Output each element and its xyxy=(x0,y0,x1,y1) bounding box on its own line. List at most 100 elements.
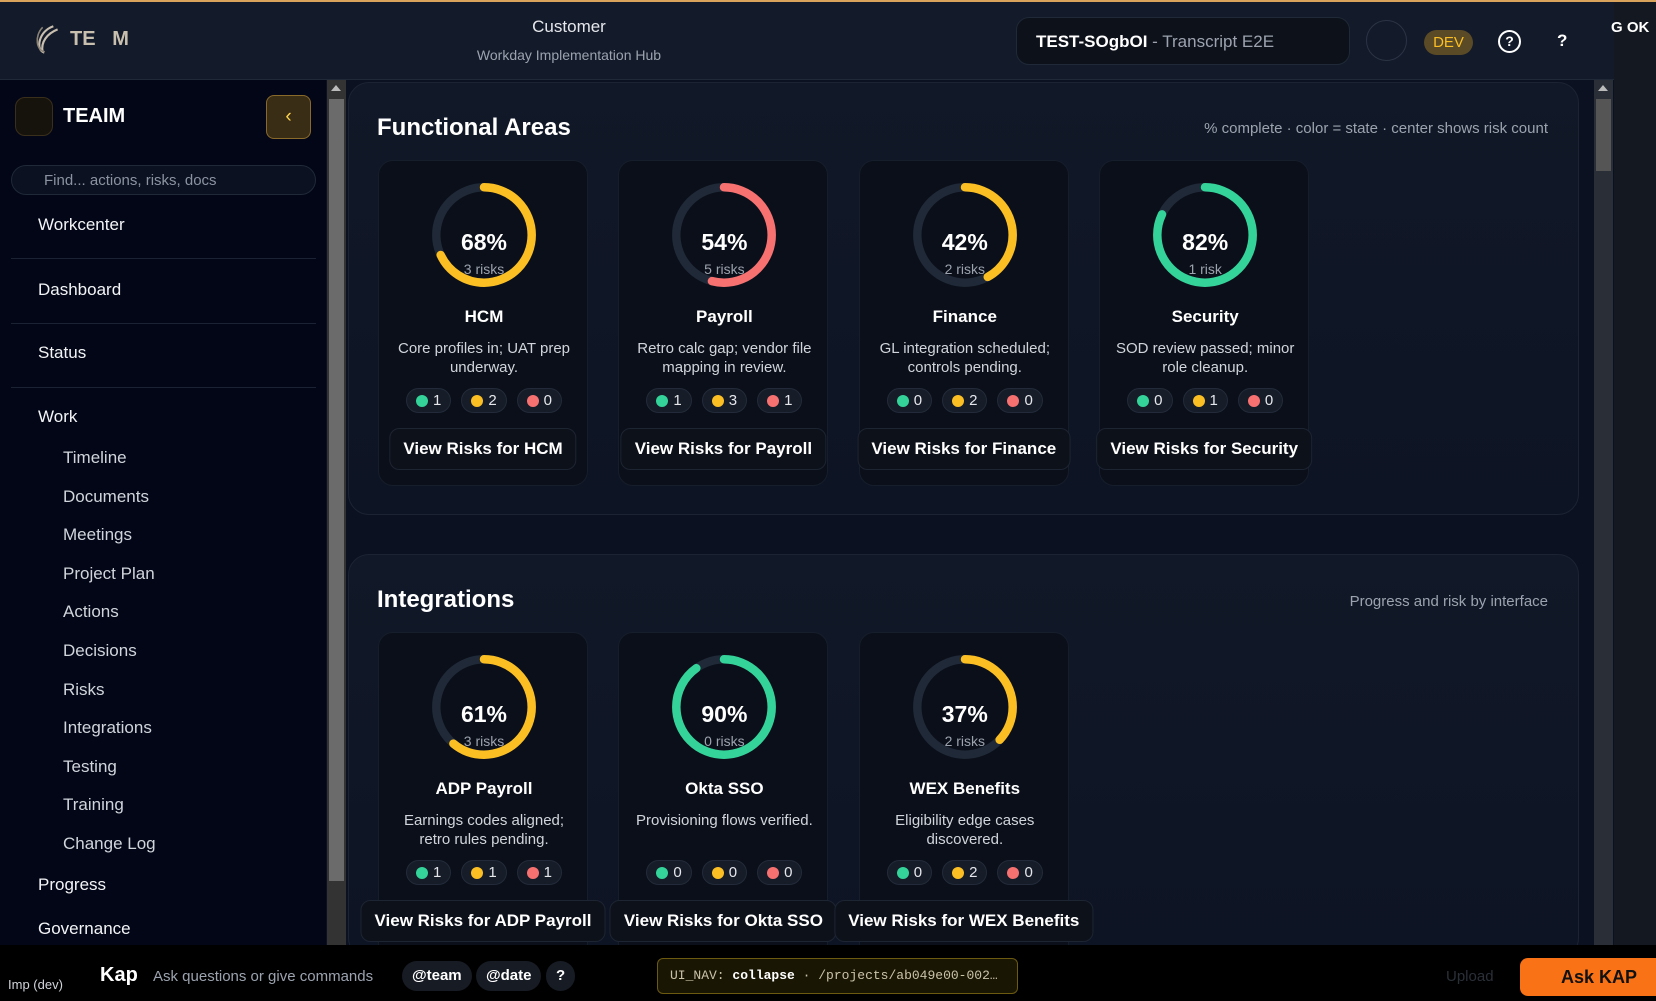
user-avatar[interactable] xyxy=(1366,20,1407,61)
main-scrollbar[interactable] xyxy=(1594,80,1613,945)
scroll-up-arrow-icon[interactable] xyxy=(1598,85,1608,91)
view-risks-button[interactable]: View Risks for HCM xyxy=(389,428,577,470)
green-dot-icon xyxy=(415,866,428,879)
integrations-panel: Integrations Progress and risk by interf… xyxy=(348,554,1579,959)
green-count: 0 xyxy=(913,392,923,409)
area-card: 82% 1 risk Security SOD review passed; m… xyxy=(1096,160,1313,486)
percent-complete: 82% xyxy=(1182,229,1229,255)
sidebar-item-work[interactable]: Work xyxy=(38,407,78,426)
progress-ring xyxy=(912,655,1017,759)
ask-kap-button[interactable]: Ask KAP xyxy=(1520,958,1656,996)
area-card: 37% 2 risks WEX Benefits Eligibility edg… xyxy=(834,632,1094,958)
red-count-pill: 0 xyxy=(516,388,563,413)
percent-complete: 68% xyxy=(460,229,508,255)
sidebar-item-workcenter[interactable]: Workcenter xyxy=(38,215,125,234)
collapse-sidebar-button[interactable]: ‹ xyxy=(266,95,311,139)
divider xyxy=(11,387,316,388)
area-card: 68% 3 risks HCM Core profiles in; UAT pr… xyxy=(378,160,588,486)
sidebar-item-progress[interactable]: Progress xyxy=(38,875,107,894)
green-count: 0 xyxy=(1154,392,1163,409)
sidebar-item-training[interactable]: Training xyxy=(63,795,124,815)
sidebar-item-documents[interactable]: Documents xyxy=(63,486,149,506)
sidebar-item-status[interactable]: Status xyxy=(38,343,87,362)
green-count-pill: 1 xyxy=(405,860,452,885)
question-icon[interactable]: ? xyxy=(1557,31,1568,50)
yellow-count-pill: 2 xyxy=(461,388,507,413)
sidebar-scrollbar[interactable] xyxy=(327,80,346,945)
yellow-count-pill: 1 xyxy=(1182,388,1228,413)
yellow-dot-icon xyxy=(711,866,724,879)
area-card: 90% 0 risks Okta SSO Provisioning flows … xyxy=(609,632,837,958)
sidebar-item-testing[interactable]: Testing xyxy=(63,756,117,776)
workspace-avatar xyxy=(15,97,53,136)
yellow-count: 0 xyxy=(728,864,738,881)
green-count-pill: 0 xyxy=(886,860,933,885)
percent-complete: 37% xyxy=(941,701,988,727)
section-title: Functional Areas xyxy=(377,114,571,141)
area-name: Payroll xyxy=(696,307,753,326)
scrollbar-thumb[interactable] xyxy=(1596,99,1611,171)
yellow-count: 2 xyxy=(969,392,978,409)
sidebar-item-actions[interactable]: Actions xyxy=(63,602,119,622)
section-title: Integrations xyxy=(377,586,515,613)
yellow-count-pill: 2 xyxy=(942,388,988,413)
sidebar-item-integrations[interactable]: Integrations xyxy=(63,718,152,738)
area-card: 61% 3 risks ADP Payroll Earnings codes a… xyxy=(360,632,606,958)
view-risks-button[interactable]: View Risks for Finance xyxy=(857,428,1071,470)
green-count: 0 xyxy=(913,864,923,881)
percent-complete: 42% xyxy=(941,229,988,255)
green-dot-icon xyxy=(896,394,909,407)
sidebar-item-decisions[interactable]: Decisions xyxy=(63,641,137,660)
help-chip[interactable]: ? xyxy=(546,961,576,991)
area-description: Retro calc gap; vendor file mapping in r… xyxy=(637,340,812,376)
view-risks-button[interactable]: View Risks for ADP Payroll xyxy=(360,900,606,942)
sidebar-item-timeline[interactable]: Timeline xyxy=(63,448,127,467)
green-count: 1 xyxy=(673,392,682,409)
command-input[interactable]: Ask questions or give commands xyxy=(153,968,374,985)
nav-path: · /projects/ab049e00-002… xyxy=(802,968,998,983)
area-name: WEX Benefits xyxy=(909,779,1021,798)
red-dot-icon xyxy=(767,866,780,879)
ring-progress xyxy=(432,655,536,759)
sidebar-item-project-plan[interactable]: Project Plan xyxy=(63,563,155,583)
risk-pills: 1 1 1 xyxy=(379,860,589,885)
hub-subtitle: Workday Implementation Hub xyxy=(476,47,662,63)
red-dot-icon xyxy=(526,866,539,879)
yellow-count: 2 xyxy=(488,392,497,409)
sidebar-search-input[interactable] xyxy=(11,165,316,195)
view-risks-button[interactable]: View Risks for Payroll xyxy=(620,428,827,470)
scroll-up-arrow-icon[interactable] xyxy=(331,85,341,91)
project-selector[interactable]: TEST-SOgbOI - Transcript E2E xyxy=(1016,17,1350,65)
scrollbar-thumb[interactable] xyxy=(329,99,344,881)
risk-pills: 0 1 0 xyxy=(1100,388,1310,413)
sidebar-item-dashboard[interactable]: Dashboard xyxy=(38,280,122,299)
logo[interactable]: TE M xyxy=(32,23,129,55)
team-chip[interactable]: @team xyxy=(402,961,472,991)
area-name: ADP Payroll xyxy=(435,779,533,798)
risk-pills: 0 2 0 xyxy=(860,388,1070,413)
env-badge: DEV xyxy=(1424,30,1473,55)
view-risks-button[interactable]: View Risks for WEX Benefits xyxy=(834,900,1094,942)
percent-complete: 90% xyxy=(701,701,748,727)
sidebar-item-governance[interactable]: Governance xyxy=(38,919,131,938)
risk-count: 0 risks xyxy=(704,733,745,749)
green-count-pill: 0 xyxy=(646,860,692,885)
customer-title: Customer xyxy=(532,17,606,36)
sidebar-item-risks[interactable]: Risks xyxy=(63,679,105,699)
project-id: TEST-SOgbOI xyxy=(1036,32,1148,51)
upload-button[interactable]: Upload xyxy=(1446,968,1494,985)
red-count: 0 xyxy=(1024,864,1033,881)
sidebar-item-meetings[interactable]: Meetings xyxy=(63,525,132,545)
view-risks-button[interactable]: View Risks for Okta SSO xyxy=(609,900,837,942)
risk-count: 2 risks xyxy=(944,261,986,277)
area-name: Okta SSO xyxy=(685,779,764,798)
view-risks-button[interactable]: View Risks for Security xyxy=(1096,428,1313,470)
leaf-logo-icon xyxy=(36,25,59,54)
red-count: 1 xyxy=(543,864,553,881)
yellow-count-pill: 0 xyxy=(701,860,748,885)
risk-count: 3 risks xyxy=(463,261,505,277)
help-circle-icon[interactable]: ? xyxy=(1498,30,1521,53)
divider xyxy=(11,258,316,259)
date-chip[interactable]: @date xyxy=(476,961,542,991)
sidebar-item-change-log[interactable]: Change Log xyxy=(63,834,156,853)
